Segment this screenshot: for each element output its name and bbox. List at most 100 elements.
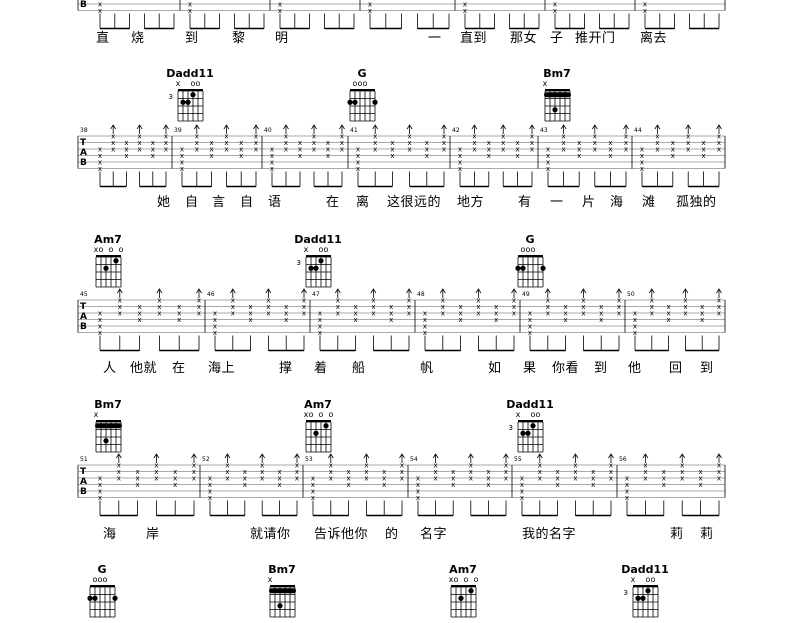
tab-note-x: x [312, 133, 316, 141]
tab-note-x: x [546, 310, 550, 318]
strum-arrowhead [439, 288, 446, 294]
open-string-mark: o [464, 575, 469, 584]
tab-note-x: x [98, 7, 102, 15]
tab-note-x: x [717, 468, 721, 476]
measure-number: 52 [202, 456, 210, 463]
lyric-text: 就请你 [250, 527, 291, 542]
tab-note-x: x [425, 139, 429, 147]
tab-note-x: x [98, 481, 102, 489]
open-string-mark: o [99, 245, 104, 254]
strum-arrowhead [327, 453, 334, 459]
tab-note-x: x [512, 303, 516, 311]
open-string-mark: o [309, 410, 314, 419]
tab-note-x: x [643, 0, 647, 2]
tab-note-x: x [441, 297, 445, 305]
chord-name: Bm7 [268, 563, 296, 576]
tab-note-x: x [573, 468, 577, 476]
tab-clef-letter: B [80, 0, 87, 10]
strum-arrowhead [115, 453, 122, 459]
tab-note-x: x [340, 139, 344, 147]
chord-name: Dadd11 [506, 398, 554, 411]
tab-note-x: x [671, 146, 675, 154]
tab-note-x: x [516, 146, 520, 154]
chord-finger-dot [185, 99, 191, 105]
tab-note-x: x [213, 329, 217, 337]
tab-note-x: x [224, 146, 228, 154]
tab-note-x: x [117, 468, 121, 476]
tab-note-x: x [354, 310, 358, 318]
tab-note-x: x [98, 165, 102, 173]
tab-note-x: x [458, 152, 462, 160]
tab-note-x: x [423, 323, 427, 331]
lyric-text: 语 [268, 195, 282, 210]
tab-note-x: x [699, 475, 703, 483]
tab-note-x: x [655, 139, 659, 147]
strum-arrowhead [503, 453, 509, 459]
tab-note-x: x [683, 303, 687, 311]
tab-note-x: x [407, 303, 411, 311]
tab-note-x: x [643, 7, 647, 15]
chord-finger-dot [277, 603, 283, 609]
lyric-text: 船 [352, 361, 366, 376]
tab-note-x: x [512, 310, 516, 318]
strum-arrowhead [110, 124, 117, 130]
tab-note-x: x [138, 303, 142, 311]
tab-note-x: x [128, 0, 132, 2]
tab-note-x: x [458, 146, 462, 154]
lyric-text: 的 [385, 527, 399, 542]
tab-note-x: x [671, 139, 675, 147]
strum-arrowhead [265, 288, 272, 294]
chord-nut [518, 255, 543, 257]
tab-note-x: x [408, 146, 412, 154]
strum-arrowhead [191, 453, 197, 459]
tab-note-x: x [459, 303, 463, 311]
lyric-text: 我的名字 [522, 527, 577, 542]
tab-note-x: x [472, 139, 476, 147]
strum-arrowhead [682, 288, 689, 294]
tab-note-x: x [463, 0, 467, 2]
tab-note-x: x [538, 468, 542, 476]
open-string-mark: o [474, 575, 479, 584]
tab-note-x: x [609, 462, 613, 470]
measure-number: 50 [627, 291, 635, 298]
muted-string-mark: x [304, 245, 309, 254]
tab-note-x: x [154, 462, 158, 470]
tab-note-x: x [612, 0, 616, 2]
strum-arrowhead [654, 124, 661, 130]
tab-note-x: x [213, 323, 217, 331]
tab-note-x: x [284, 139, 288, 147]
tab-note-x: x [371, 303, 375, 311]
chord-finger-dot [515, 265, 521, 271]
tab-note-x: x [476, 303, 480, 311]
tab-note-x: x [197, 310, 201, 318]
tab-note-x: x [650, 310, 654, 318]
tab-note-x: x [180, 165, 184, 173]
tab-note-x: x [546, 303, 550, 311]
chord-name: Am7 [449, 563, 477, 576]
open-string-mark: o [363, 79, 368, 88]
strum-arrowhead [616, 288, 622, 294]
chord-finger-dot [112, 595, 118, 601]
tab-note-x: x [486, 475, 490, 483]
chord-name: Dadd11 [166, 67, 214, 80]
lyric-text: 莉 [670, 527, 684, 542]
tab-note-x: x [640, 165, 644, 173]
tab-note-x: x [368, 1, 372, 9]
tab-note-x: x [98, 475, 102, 483]
measure-number: 43 [540, 127, 548, 134]
tab-note-x: x [337, 0, 341, 2]
tab-clef-letter: A [80, 148, 87, 158]
tab-note-x: x [371, 297, 375, 305]
measure-number: 41 [350, 127, 358, 134]
tab-note-x: x [408, 139, 412, 147]
lyric-text: 推开门 [575, 31, 616, 46]
tab-note-x: x [609, 468, 613, 476]
tab-note-x: x [188, 1, 192, 9]
tab-note-x: x [451, 481, 455, 489]
tab-note-x: x [553, 1, 557, 9]
tab-note-x: x [98, 0, 102, 2]
tab-note-x: x [239, 146, 243, 154]
tab-note-x: x [336, 297, 340, 305]
tab-note-x: x [270, 146, 274, 154]
tab-note-x: x [556, 481, 560, 489]
